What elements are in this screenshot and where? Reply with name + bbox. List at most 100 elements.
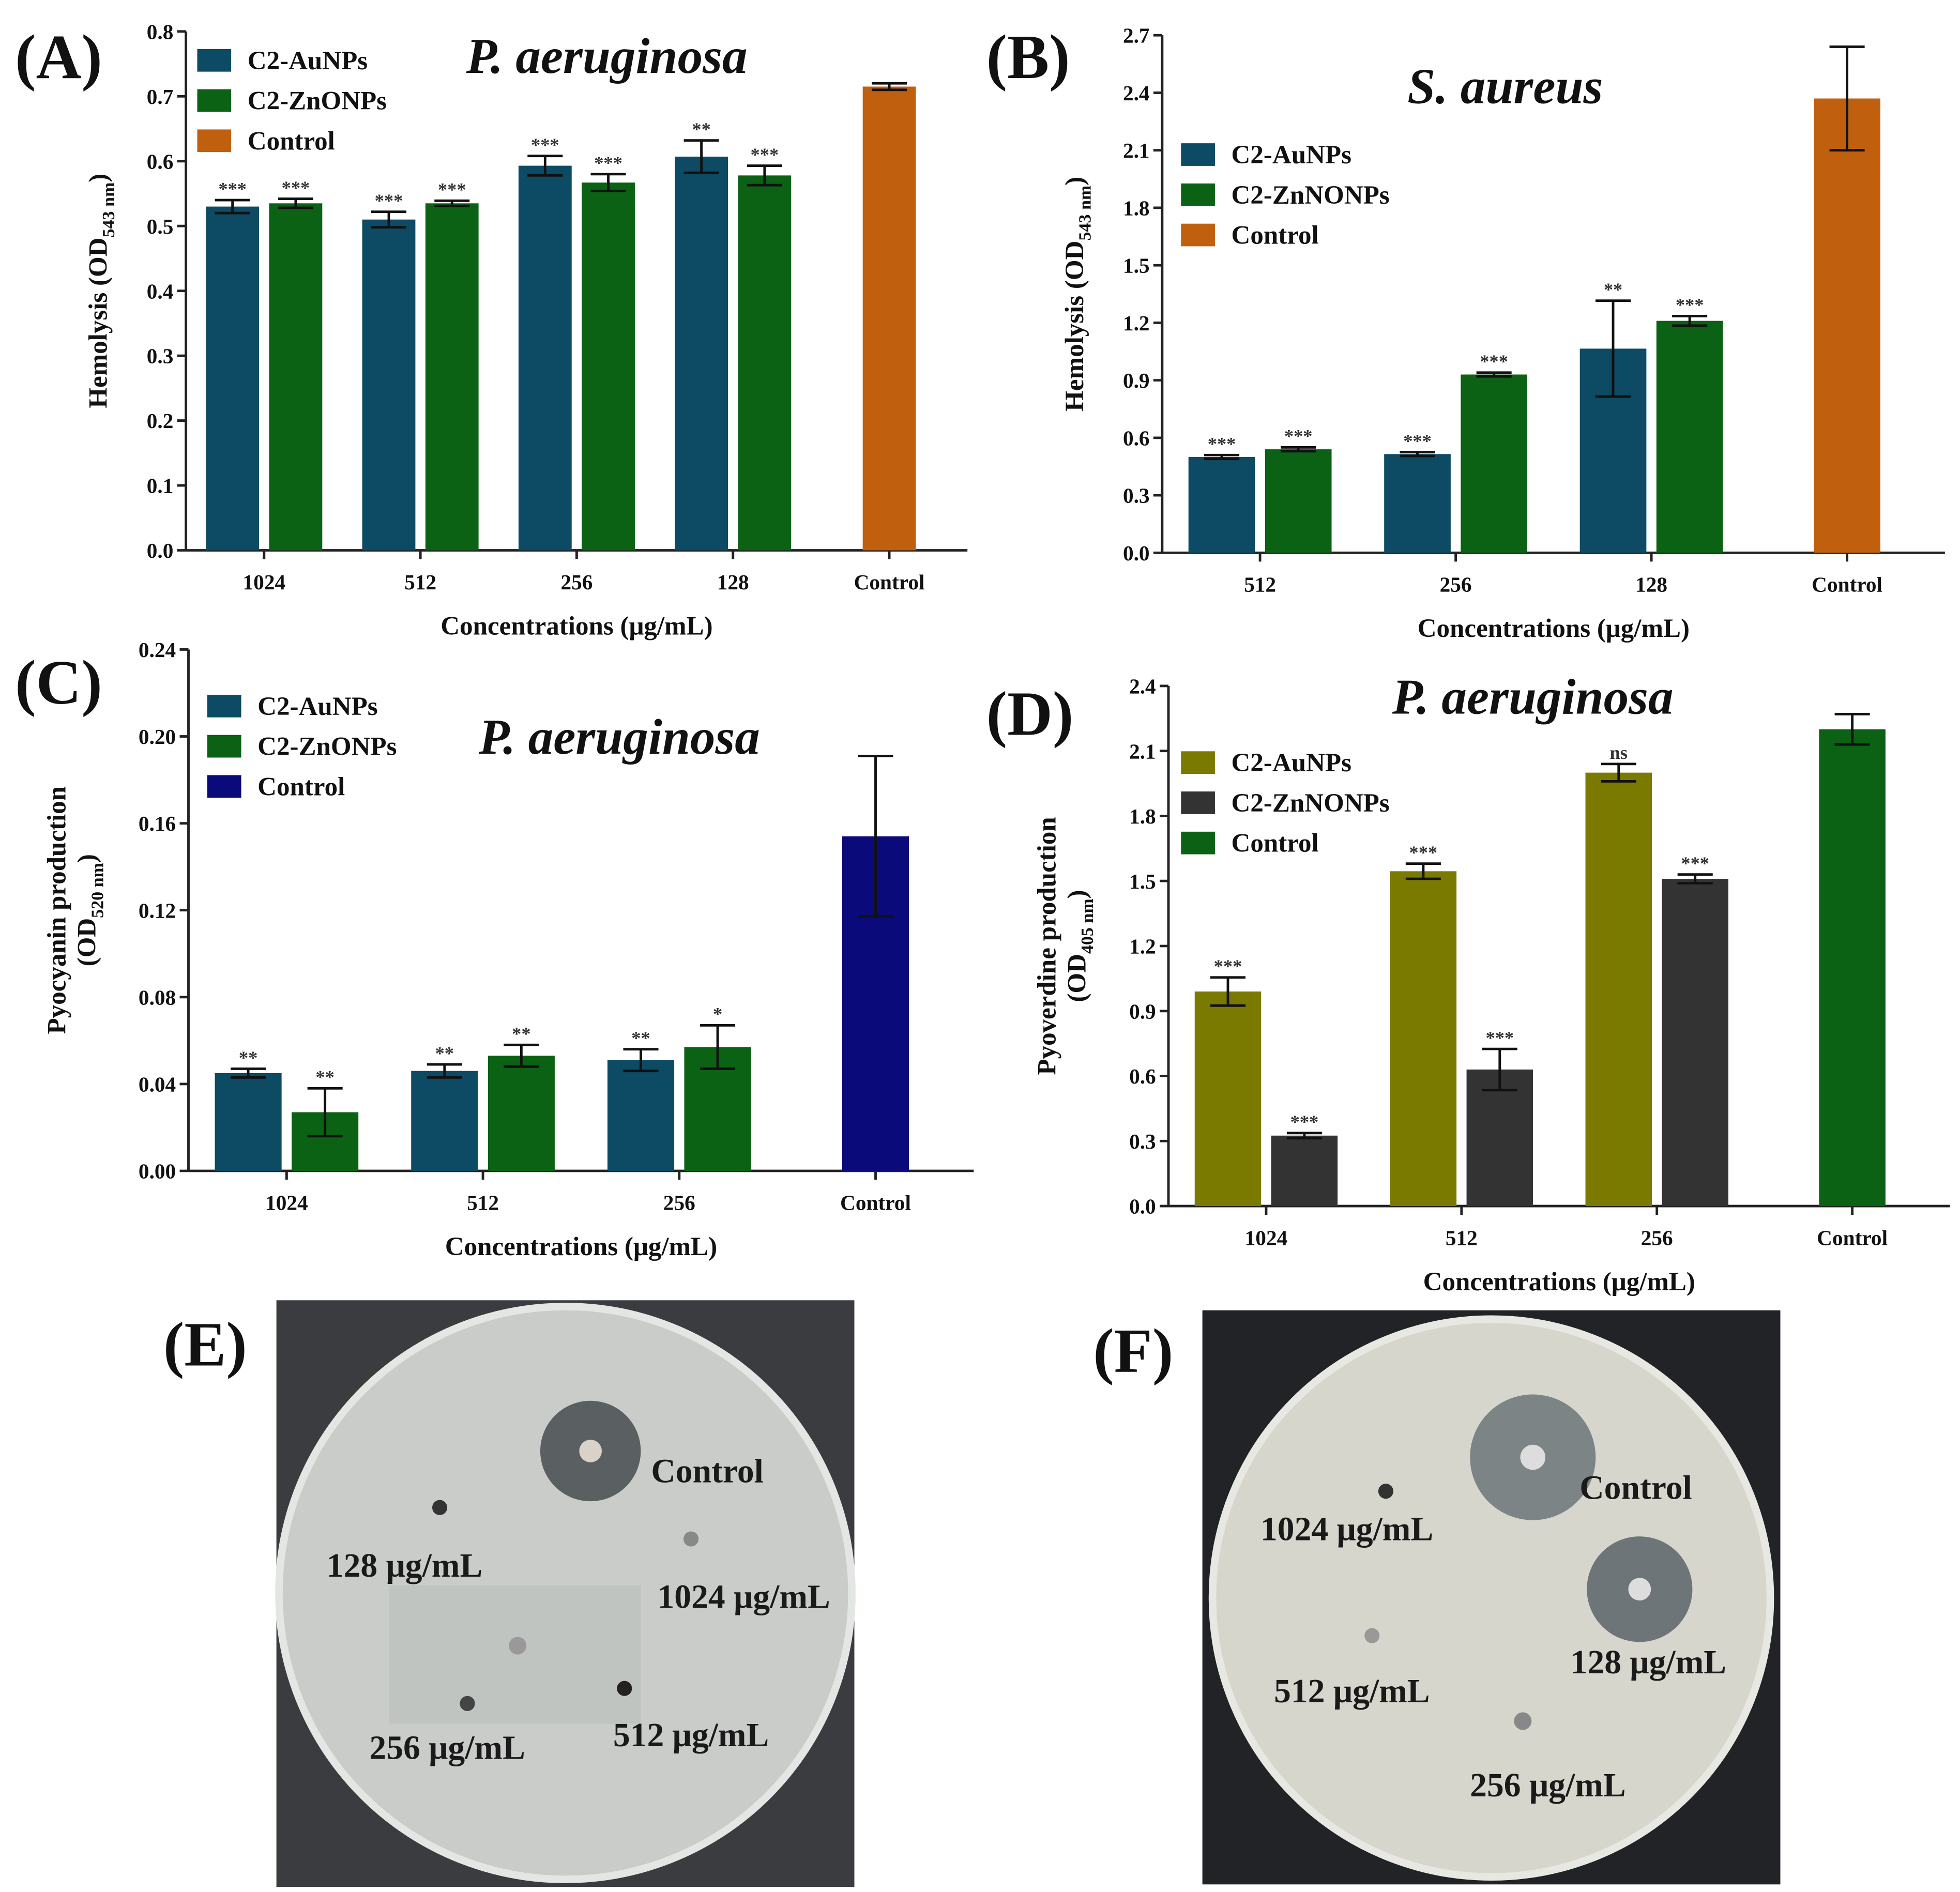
y-axis-label-subscript: 543 nm: [99, 182, 118, 238]
well: [617, 1681, 632, 1696]
bar: [1384, 454, 1451, 553]
y-tick-label: 2.4: [1129, 675, 1156, 698]
error-bar: [1400, 451, 1435, 457]
panel-label: (E): [163, 1310, 247, 1380]
photo-label: 256 μg/mL: [1470, 1767, 1625, 1804]
bar: [1271, 1135, 1338, 1207]
y-tick-label: 0.9: [1123, 369, 1150, 392]
legend-label: Control: [1232, 221, 1319, 250]
y-tick-label: 0.00: [139, 1159, 176, 1183]
bar: [206, 206, 260, 551]
y-tick-label: 0.7: [147, 85, 174, 109]
photo-label: Control: [651, 1453, 764, 1490]
y-tick-label: 0.0: [1123, 541, 1150, 565]
legend-swatch: [1181, 223, 1215, 247]
y-tick-label: 1.2: [1123, 311, 1150, 335]
legend-label: C2-AuNPs: [1232, 749, 1351, 777]
y-axis-label-subscript: 520 nm: [88, 863, 107, 918]
significance-label: ***: [282, 177, 310, 198]
x-axis-label: Concentrations (μg/mL): [445, 1232, 717, 1261]
chart-title: P. aeruginosa: [1392, 669, 1674, 725]
error-bar: [872, 82, 907, 91]
y-tick-label: 1.2: [1129, 935, 1156, 958]
legend-swatch: [197, 89, 232, 112]
significance-label: **: [435, 1043, 454, 1063]
y-axis-label-end: ): [73, 854, 102, 863]
y-axis-label-text: (OD: [73, 918, 102, 967]
well: [1378, 1484, 1394, 1499]
x-tick-label: 1024: [1245, 1226, 1288, 1249]
panel-label: (F): [1093, 1317, 1173, 1386]
y-axis-label: (OD405 nm): [1063, 890, 1098, 1002]
x-tick-label: 256: [663, 1191, 695, 1214]
error-bar: [1601, 762, 1636, 783]
significance-label: ***: [1480, 351, 1508, 372]
well: [579, 1440, 602, 1462]
well: [683, 1531, 699, 1547]
panel-label: (C): [15, 648, 102, 718]
photo-label: 512 μg/mL: [1274, 1673, 1430, 1710]
well: [1364, 1628, 1380, 1643]
error-bar: [307, 1087, 343, 1138]
y-tick-label: 1.5: [1129, 869, 1156, 893]
petri-dish: [1208, 1315, 1774, 1881]
y-axis-label-subscript: 543 nm: [1075, 186, 1095, 241]
significance-label: ***: [1681, 853, 1709, 874]
photo-label: 512 μg/mL: [613, 1717, 769, 1754]
y-tick-label: 0.6: [1129, 1064, 1156, 1088]
error-bar: [504, 1043, 539, 1068]
photo-f: [1202, 1310, 1781, 1885]
significance-label: **: [631, 1028, 650, 1048]
bar: [269, 203, 323, 551]
bar: [1662, 879, 1728, 1207]
significance-label: ***: [531, 134, 559, 155]
y-tick-label: 0.6: [147, 149, 174, 173]
y-tick-label: 0.08: [139, 985, 176, 1009]
y-tick-label: 0.4: [147, 279, 174, 303]
significance-label: **: [692, 119, 710, 140]
bar: [607, 1060, 675, 1171]
legend-swatch: [1181, 751, 1215, 774]
x-tick-label: Control: [1817, 1226, 1888, 1249]
photo-label: 128 μg/mL: [327, 1547, 482, 1584]
error-bar: [747, 164, 782, 187]
y-tick-label: 0.04: [139, 1072, 176, 1096]
bar: [675, 156, 728, 551]
y-tick-label: 0.6: [1123, 426, 1150, 450]
y-tick-label: 2.4: [1123, 81, 1150, 105]
x-tick-label: 1024: [265, 1191, 308, 1214]
bar: [1585, 772, 1652, 1207]
legend-label: C2-AuNPs: [248, 47, 368, 75]
x-tick-label: 256: [1440, 573, 1472, 597]
error-bar: [1281, 446, 1316, 453]
photo-label: Control: [1579, 1469, 1692, 1506]
panel-label: (D): [986, 680, 1074, 749]
error-bar: [434, 199, 470, 207]
legend-label: C2-ZnONPs: [257, 733, 397, 761]
bar: [738, 175, 792, 551]
y-axis-label-end: ): [1063, 890, 1092, 898]
y-tick-label: 1.8: [1129, 804, 1156, 828]
y-tick-label: 0.20: [139, 725, 176, 749]
plate-region: [389, 1585, 641, 1724]
legend-swatch: [207, 694, 241, 718]
x-tick-label: Control: [840, 1191, 911, 1214]
legend-label: Control: [1232, 829, 1319, 858]
chart-title: S. aureus: [1407, 58, 1603, 114]
x-tick-label: 1024: [243, 570, 286, 594]
photo-label: 256 μg/mL: [369, 1729, 525, 1766]
bar: [362, 219, 416, 551]
bar: [1814, 98, 1880, 553]
bar: [1194, 991, 1262, 1207]
significance-label: ***: [1676, 295, 1704, 315]
significance-label: ***: [1284, 426, 1313, 447]
y-axis-label-end: ): [84, 174, 113, 182]
y-axis-label: (OD520 nm): [73, 854, 108, 966]
legend-swatch: [1181, 143, 1215, 166]
x-tick-label: 128: [717, 570, 749, 594]
legend-swatch: [197, 129, 232, 152]
y-tick-label: 1.5: [1123, 254, 1150, 278]
y-tick-label: 0.3: [147, 344, 174, 368]
legend-swatch: [1181, 183, 1215, 206]
photo-e: [275, 1300, 856, 1887]
